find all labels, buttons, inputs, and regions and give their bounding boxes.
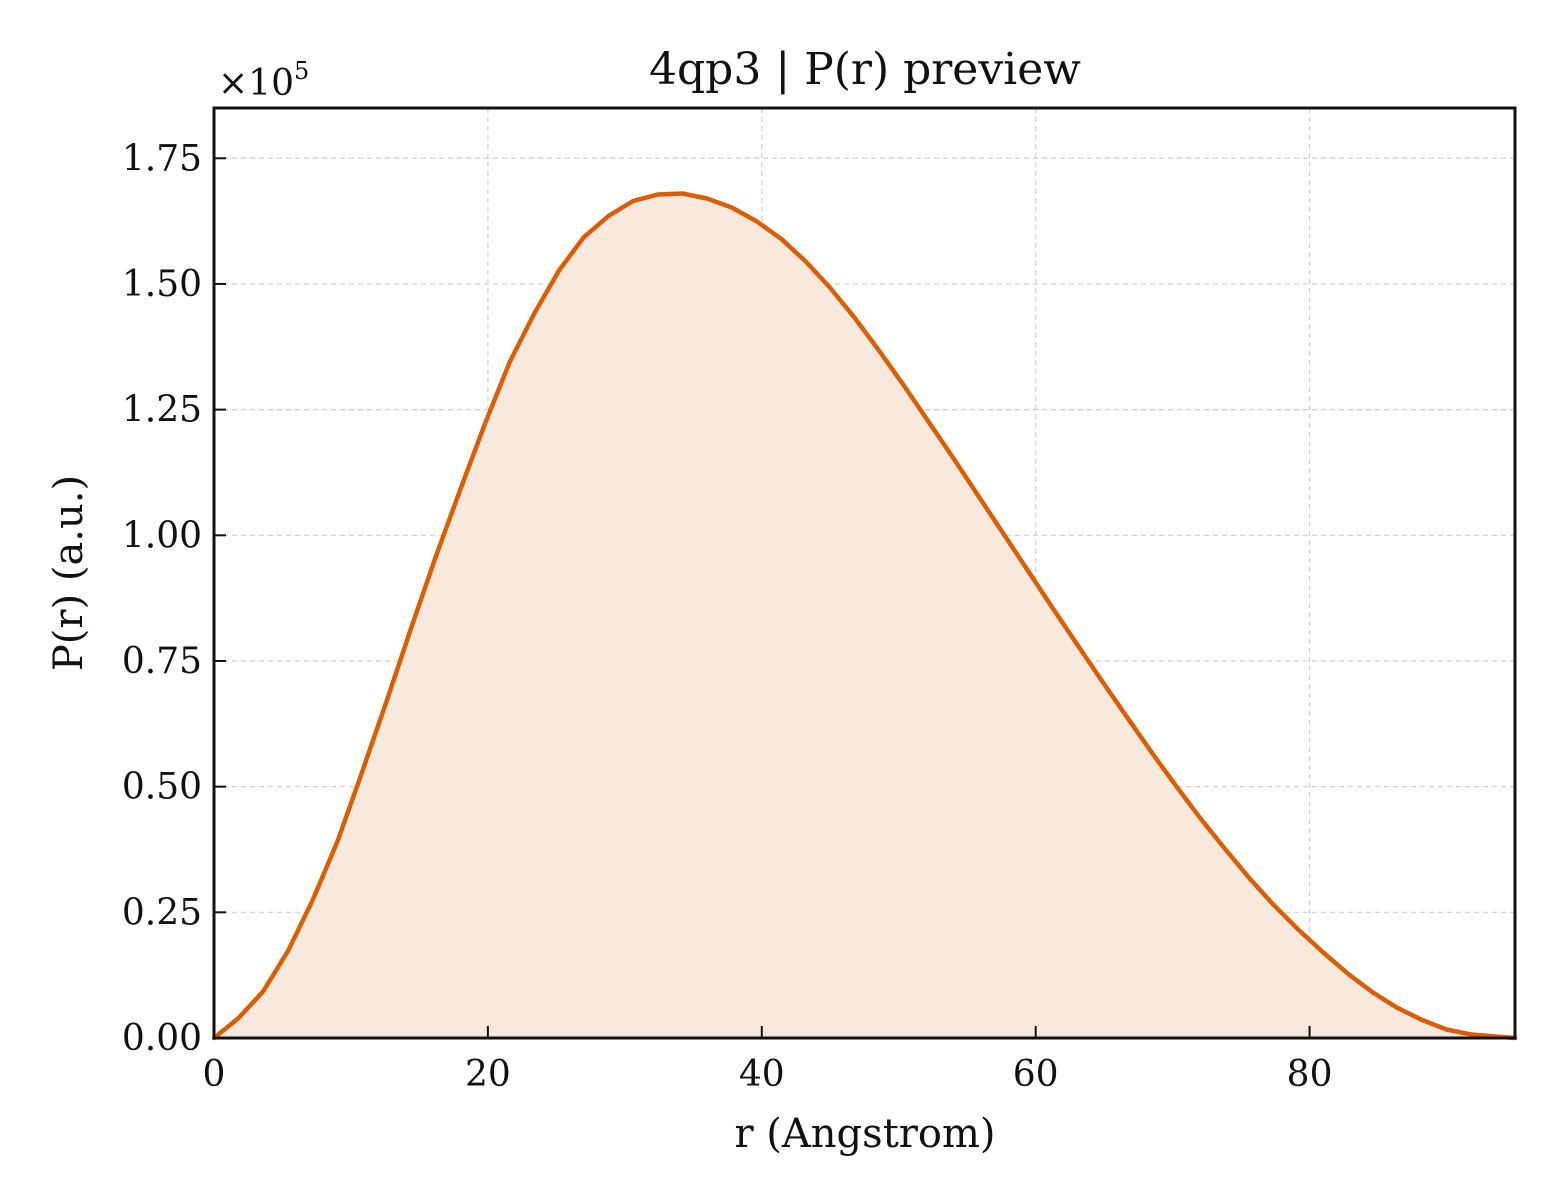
x-tick-label: 80: [1287, 1054, 1333, 1095]
area-fill: [214, 193, 1515, 1038]
y-tick-label: 1.75: [122, 138, 202, 179]
series-line: [211, 191, 1518, 1041]
y-tick-label: 0.25: [122, 892, 202, 933]
chart-title: 4qp3 | P(r) preview: [649, 44, 1081, 95]
y-multiplier: ×105: [218, 57, 309, 104]
x-axis-title: r (Angstrom): [734, 1111, 995, 1157]
y-axis-title: P(r) (a.u.): [46, 475, 92, 671]
x-tick-label: 0: [203, 1054, 226, 1095]
plot-frame: [212, 106, 1517, 1040]
y-multiplier-exponent: 5: [294, 57, 309, 85]
y-multiplier-base: ×10: [218, 63, 294, 104]
y-tick-label: 0.50: [122, 767, 202, 808]
y-tick-labels: 0.00 0.25 0.50 0.75 1.00 1.25 1.50 1.75: [122, 138, 202, 1059]
x-tick-label: 40: [739, 1054, 785, 1095]
x-tick-label: 20: [465, 1054, 511, 1095]
y-tick-label: 1.00: [122, 515, 202, 556]
y-tick-label: 1.25: [122, 390, 202, 431]
x-tick-labels: 0 20 40 60 80: [203, 1054, 1333, 1095]
x-tick-label: 60: [1013, 1054, 1059, 1095]
y-tick-label: 0.00: [122, 1018, 202, 1059]
y-tick-label: 0.75: [122, 641, 202, 682]
y-tick-label: 1.50: [122, 264, 202, 305]
